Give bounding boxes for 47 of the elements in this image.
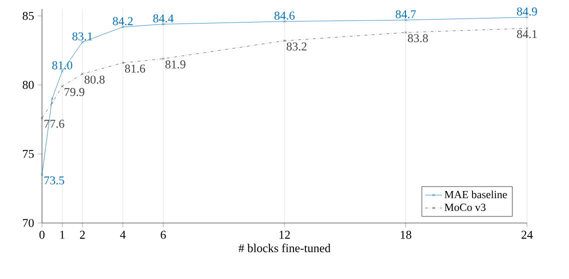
y-tick-label: 75: [23, 150, 34, 158]
data-label: 83.2: [286, 42, 306, 51]
point: [404, 31, 408, 34]
point: [50, 97, 54, 100]
point: [283, 39, 286, 42]
data-label: 79.9: [64, 88, 84, 96]
point: [283, 20, 286, 23]
point: [60, 70, 64, 72]
data-label: 81.0: [52, 61, 72, 70]
x-tick-label: 6: [160, 230, 166, 239]
x-tick-label: 0: [39, 230, 45, 239]
point: [404, 18, 408, 22]
x-tick-label: 4: [120, 230, 126, 239]
point: [162, 22, 165, 26]
data-label: 83.1: [72, 32, 92, 40]
data-label: 81.9: [165, 60, 186, 69]
point: [81, 40, 84, 44]
y-tick-label: 70: [23, 218, 34, 228]
point: [81, 72, 84, 76]
x-tick-label: 1: [60, 230, 64, 239]
data-label: 81.6: [124, 64, 146, 73]
point: [60, 84, 64, 88]
x-tick-label: 24: [522, 230, 533, 239]
data-label: 84.4: [153, 14, 174, 22]
y-tick-label: 85: [22, 12, 34, 20]
legend-label: MoCo v3: [444, 204, 486, 212]
point: [122, 62, 124, 64]
data-label: 84.7: [396, 10, 416, 18]
x-axis-title: # blocks fine-tuned: [238, 244, 331, 252]
data-label: 73.5: [44, 176, 64, 184]
y-tick-label: 80: [22, 80, 34, 89]
legend-label: MAE baseline: [444, 190, 507, 198]
point: [526, 27, 528, 30]
x-tick-label: 18: [400, 230, 412, 239]
point: [122, 26, 124, 28]
data-label: 83.8: [408, 34, 428, 42]
data-label: 84.9: [516, 7, 537, 16]
x-tick-label: 12: [280, 230, 290, 239]
data-label: 80.8: [84, 76, 105, 84]
data-label: 84.6: [274, 12, 295, 20]
point: [162, 57, 165, 60]
point: [40, 116, 44, 120]
data-label: 77.6: [44, 120, 64, 128]
point: [50, 102, 54, 104]
data-label: 84.2: [112, 17, 133, 26]
data-label: 84.1: [516, 30, 537, 38]
x-tick-label: 2: [80, 230, 85, 239]
